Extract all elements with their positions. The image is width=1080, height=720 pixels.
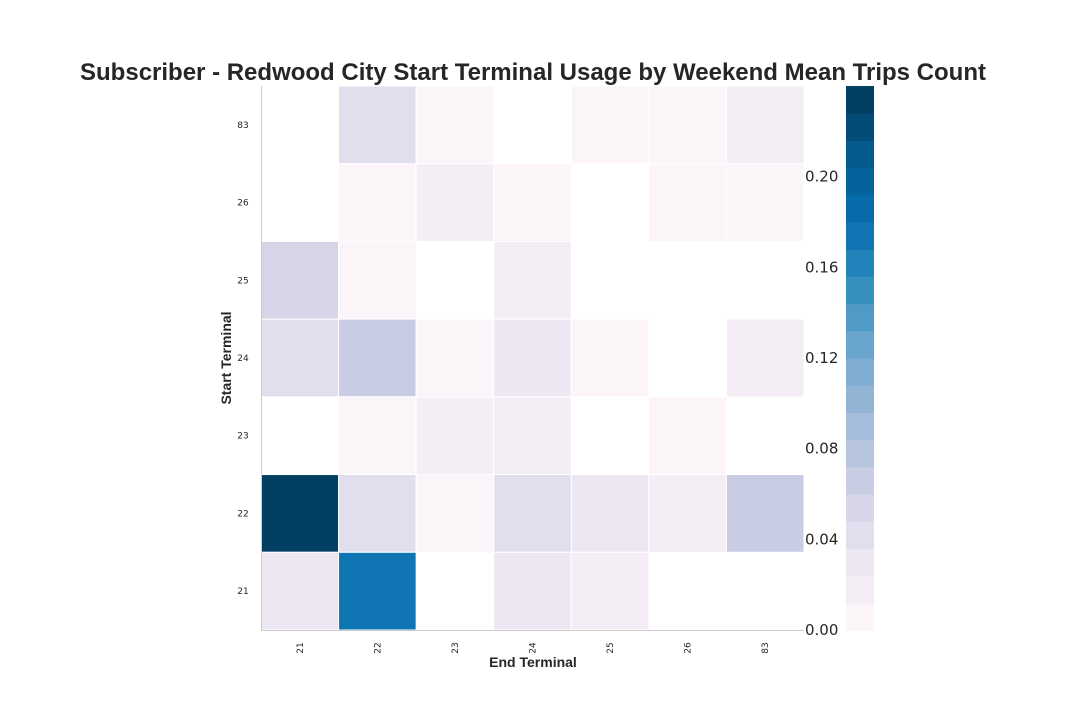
x-axis-label: End Terminal xyxy=(489,654,577,670)
colorbar-segment xyxy=(846,358,874,386)
colorbar-segment xyxy=(846,167,874,196)
heatmap-cell xyxy=(493,318,572,398)
x-tick-label: 23 xyxy=(451,642,461,653)
heatmap-cell xyxy=(260,551,340,631)
x-tick-label: 26 xyxy=(684,642,694,654)
heatmap-cell xyxy=(725,85,805,165)
y-tick-label: 26 xyxy=(237,199,249,209)
heatmap-cell xyxy=(415,396,495,476)
colorbar-segment xyxy=(846,494,874,522)
heatmap-cell xyxy=(338,318,417,398)
heatmap-cell xyxy=(648,85,727,165)
heatmap-cell xyxy=(570,318,650,398)
colorbar-segment xyxy=(846,439,874,468)
heatmap-cell xyxy=(260,240,340,320)
y-tick-label: 23 xyxy=(237,432,248,442)
heatmap-cell xyxy=(570,85,650,165)
heatmap-cells xyxy=(260,85,805,631)
colorbar-tick-label: 0.00 xyxy=(805,621,838,639)
colorbar-segment xyxy=(846,385,874,413)
colorbar-tick-label: 0.20 xyxy=(805,168,838,186)
heatmap-cell xyxy=(338,85,417,165)
x-tick-label: 83 xyxy=(761,642,771,653)
colorbar-segment xyxy=(846,330,874,359)
colorbar-tick-label: 0.16 xyxy=(805,258,838,276)
colorbar-segment xyxy=(846,194,874,223)
y-tick-label: 22 xyxy=(237,509,248,519)
x-tick-label: 25 xyxy=(606,642,616,653)
heatmap-cell xyxy=(338,163,417,242)
chart-title: Subscriber - Redwood City Start Terminal… xyxy=(80,59,986,86)
colorbar-segment xyxy=(846,140,874,169)
colorbar-segment xyxy=(846,602,874,631)
heatmap-cell xyxy=(648,474,727,553)
heatmap-cell xyxy=(493,240,572,320)
heatmap-cell xyxy=(415,163,495,242)
heatmap-cell xyxy=(648,163,727,242)
y-tick-label: 21 xyxy=(237,587,248,597)
heatmap-cell xyxy=(725,474,805,553)
heatmap-cell xyxy=(725,318,805,398)
x-tick-labels: 21 22 23 24 25 26 83 xyxy=(296,642,771,654)
colorbar-tick-labels: 0.00 0.04 0.08 0.12 0.16 0.20 xyxy=(805,168,838,639)
heatmap-cell xyxy=(338,551,417,631)
y-tick-labels: 83 26 25 24 23 22 21 xyxy=(237,121,249,597)
y-tick-label: 83 xyxy=(237,121,248,131)
colorbar-segment xyxy=(846,548,874,577)
heatmap-cell xyxy=(260,474,340,553)
colorbar-segment xyxy=(846,249,874,277)
colorbar xyxy=(846,86,874,631)
heatmap-cell xyxy=(570,474,650,553)
colorbar-tick-label: 0.12 xyxy=(805,349,838,367)
heatmap-cell xyxy=(493,396,572,476)
heatmap-cell xyxy=(493,474,572,553)
x-tick-label: 21 xyxy=(296,642,306,653)
heatmap-cell xyxy=(415,474,495,553)
colorbar-segment xyxy=(846,412,874,441)
heatmap-cell xyxy=(648,396,727,476)
x-tick-label: 24 xyxy=(529,642,539,654)
colorbar-tick-label: 0.04 xyxy=(805,530,838,548)
heatmap-cell xyxy=(338,240,417,320)
colorbar-segment xyxy=(846,222,874,250)
heatmap-cell xyxy=(493,163,572,242)
heatmap-cell xyxy=(415,318,495,398)
heatmap-cell xyxy=(338,396,417,476)
heatmap-cell xyxy=(493,551,572,631)
heatmap-cell xyxy=(725,163,805,242)
y-tick-label: 24 xyxy=(237,354,249,364)
heatmap-cell xyxy=(338,474,417,553)
heatmap-cell xyxy=(570,551,650,631)
heatmap-cell xyxy=(415,85,495,165)
colorbar-segment xyxy=(846,303,874,332)
colorbar-segment xyxy=(846,86,874,114)
colorbar-segment xyxy=(846,113,874,141)
colorbar-tick-label: 0.08 xyxy=(805,440,838,458)
colorbar-segment xyxy=(846,466,874,495)
colorbar-segment xyxy=(846,575,874,604)
y-tick-label: 25 xyxy=(237,276,248,286)
y-axis-label: Start Terminal xyxy=(218,311,234,404)
x-tick-label: 22 xyxy=(373,642,383,653)
heatmap-cell xyxy=(260,318,340,398)
colorbar-segment xyxy=(846,276,874,305)
colorbar-segment xyxy=(846,521,874,549)
